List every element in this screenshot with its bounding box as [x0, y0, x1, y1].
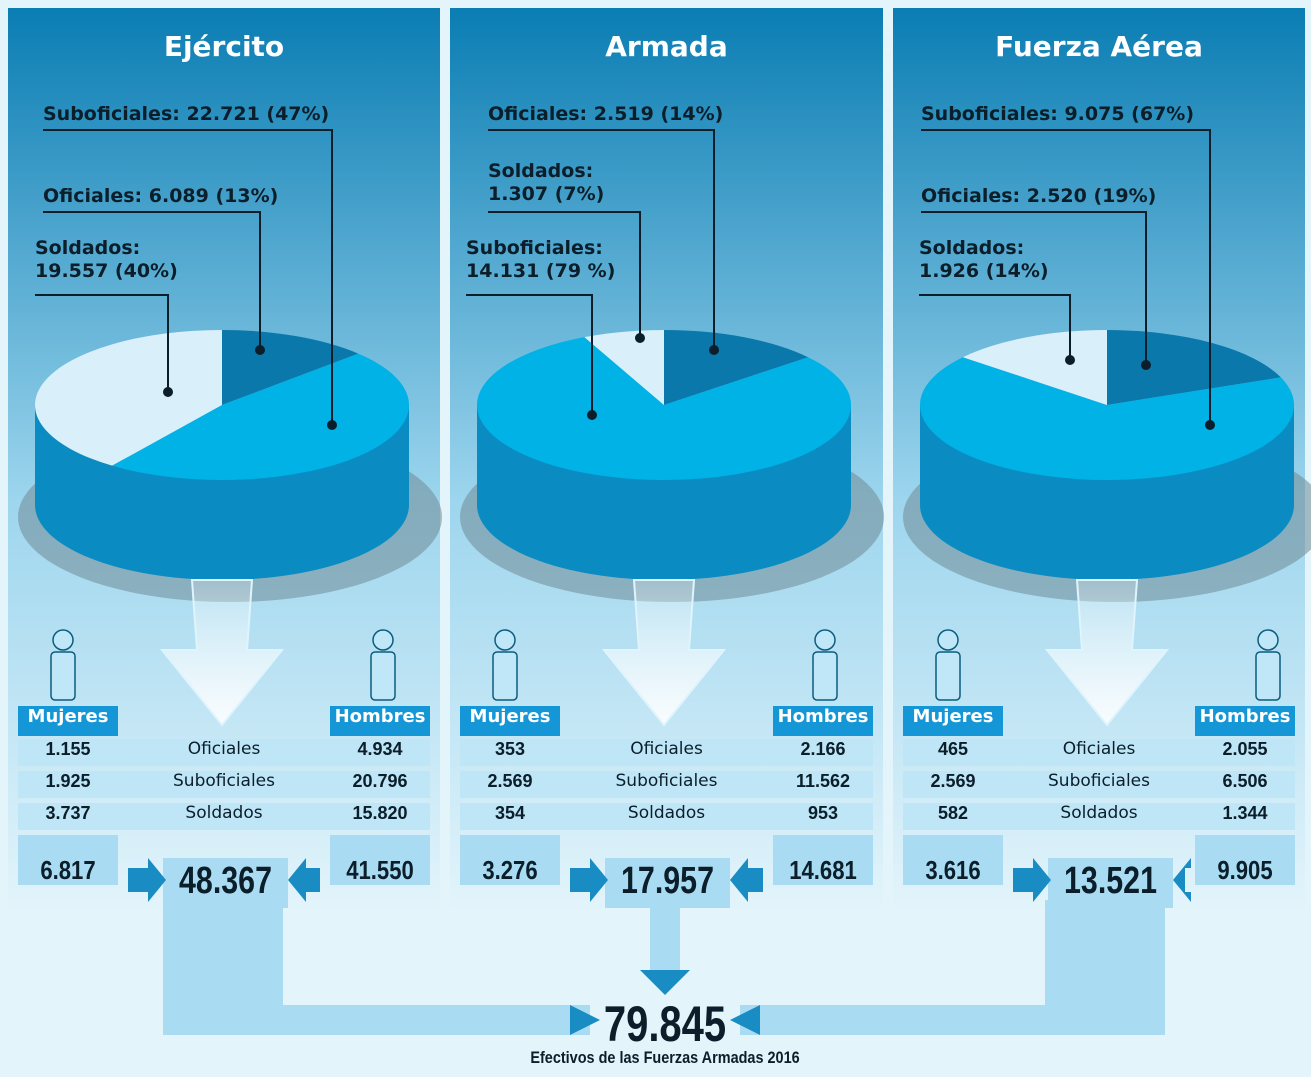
men-header: Hombres — [1195, 706, 1295, 736]
infographic: Ejército Oficiales: 6.089 (13%) Suboficial… — [0, 0, 1311, 1077]
men-total: 14.681 — [781, 855, 866, 886]
slice-label: Oficiales: 6.089 (13%) — [43, 185, 278, 208]
women-count: 2.569 — [460, 771, 560, 798]
slice-label: Oficiales: 2.520 (19%) — [921, 185, 1156, 208]
person-body — [493, 652, 517, 700]
chart-title: Armada — [450, 30, 883, 63]
leader-dot — [327, 420, 337, 430]
men-count: 953 — [773, 803, 873, 830]
person-body — [371, 652, 395, 700]
men-count: 15.820 — [330, 803, 430, 830]
women-total: 3.616 — [911, 855, 996, 886]
leader-dot — [1205, 420, 1215, 430]
women-count: 1.925 — [18, 771, 118, 798]
branch-total: 48.367 — [172, 860, 280, 903]
slice-label: Soldados: 1.307 (7%) — [488, 160, 604, 206]
women-count: 353 — [460, 739, 560, 766]
grand-total: 79.845 — [585, 995, 745, 1053]
men-header: Hombres — [773, 706, 873, 736]
person-head — [1258, 630, 1278, 650]
rank: Suboficiales — [1003, 771, 1195, 798]
men-count: 2.166 — [773, 739, 873, 766]
men-header: Hombres — [330, 706, 430, 736]
women-count: 3.737 — [18, 803, 118, 830]
slice-label: Oficiales: 2.519 (14%) — [488, 103, 723, 126]
chart-title: Ejército — [8, 30, 440, 63]
chart-title: Fuerza Aérea — [893, 30, 1305, 63]
person-body — [51, 652, 75, 700]
person-body — [1256, 652, 1280, 700]
women-count: 582 — [903, 803, 1003, 830]
leader-dot — [1141, 360, 1151, 370]
men-count: 6.506 — [1195, 771, 1295, 798]
men-total: 41.550 — [338, 855, 423, 886]
men-count: 2.055 — [1195, 739, 1295, 766]
person-head — [815, 630, 835, 650]
slice-label: Suboficiales: 22.721 (47%) — [43, 103, 329, 126]
person-body — [936, 652, 960, 700]
leader-dot — [163, 387, 173, 397]
leader-dot — [635, 333, 645, 343]
rank: Oficiales — [560, 739, 773, 766]
connector — [650, 905, 680, 975]
rank: Oficiales — [118, 739, 330, 766]
women-count: 354 — [460, 803, 560, 830]
rank: Soldados — [560, 803, 773, 830]
leader-dot — [1065, 355, 1075, 365]
women-count: 1.155 — [18, 739, 118, 766]
rank: Suboficiales — [118, 771, 330, 798]
chart — [0, 0, 1311, 1077]
women-count: 2.569 — [903, 771, 1003, 798]
person-head — [938, 630, 958, 650]
men-count: 20.796 — [330, 771, 430, 798]
women-total: 3.276 — [468, 855, 553, 886]
men-total: 9.905 — [1203, 855, 1288, 886]
leader-dot — [709, 345, 719, 355]
men-count: 11.562 — [773, 771, 873, 798]
leader-dot — [587, 410, 597, 420]
women-header: Mujeres — [18, 706, 118, 736]
slice-label: Suboficiales: 14.131 (79 %) — [466, 237, 615, 283]
men-count: 1.344 — [1195, 803, 1295, 830]
women-header: Mujeres — [903, 706, 1003, 736]
slice-label: Soldados: 19.557 (40%) — [35, 237, 178, 283]
rank: Soldados — [1003, 803, 1195, 830]
person-head — [373, 630, 393, 650]
women-header: Mujeres — [460, 706, 560, 736]
men-count: 4.934 — [330, 739, 430, 766]
person-head — [495, 630, 515, 650]
branch-total: 13.521 — [1057, 860, 1165, 903]
women-count: 465 — [903, 739, 1003, 766]
person-head — [53, 630, 73, 650]
caption: Efectivos de las Fuerzas Armadas 2016 — [453, 1048, 878, 1068]
slice-label: Suboficiales: 9.075 (67%) — [921, 103, 1194, 126]
women-total: 6.817 — [26, 855, 111, 886]
rank: Oficiales — [1003, 739, 1195, 766]
leader-dot — [255, 345, 265, 355]
branch-total: 17.957 — [614, 860, 722, 903]
person-body — [813, 652, 837, 700]
slice-label: Soldados: 1.926 (14%) — [919, 237, 1049, 283]
rank: Soldados — [118, 803, 330, 830]
rank: Suboficiales — [560, 771, 773, 798]
